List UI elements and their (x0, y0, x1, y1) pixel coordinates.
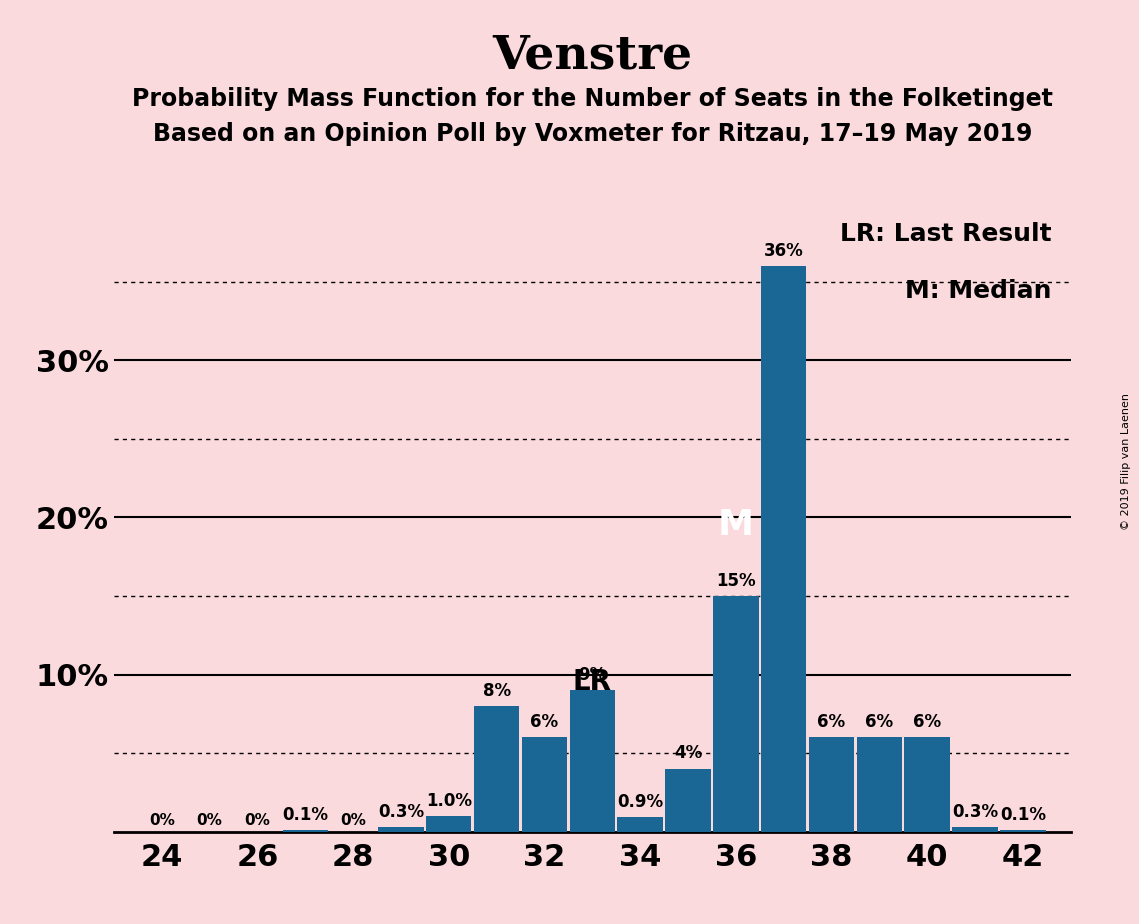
Text: 0.1%: 0.1% (282, 806, 328, 824)
Text: 1.0%: 1.0% (426, 792, 472, 809)
Bar (713, 596, 759, 832)
Text: 0%: 0% (197, 813, 222, 828)
Text: 6%: 6% (531, 713, 558, 731)
Bar (282, 830, 328, 832)
Bar (665, 769, 711, 832)
Text: 6%: 6% (913, 713, 941, 731)
Bar (761, 266, 806, 832)
Text: Probability Mass Function for the Number of Seats in the Folketinget: Probability Mass Function for the Number… (132, 87, 1052, 111)
Bar (378, 827, 424, 832)
Text: M: Median: M: Median (906, 279, 1051, 303)
Text: LR: LR (573, 668, 612, 697)
Text: 36%: 36% (764, 242, 803, 260)
Bar (570, 690, 615, 832)
Bar (522, 737, 567, 832)
Bar (904, 737, 950, 832)
Text: 15%: 15% (716, 572, 755, 590)
Text: 9%: 9% (579, 666, 606, 684)
Text: 6%: 6% (818, 713, 845, 731)
Text: 0%: 0% (341, 813, 366, 828)
Text: 0%: 0% (149, 813, 174, 828)
Text: 0%: 0% (245, 813, 270, 828)
Text: LR: Last Result: LR: Last Result (839, 222, 1051, 246)
Text: © 2019 Filip van Laenen: © 2019 Filip van Laenen (1121, 394, 1131, 530)
Text: 0.9%: 0.9% (617, 793, 663, 811)
Bar (426, 816, 472, 832)
Bar (952, 827, 998, 832)
Text: 0.3%: 0.3% (378, 803, 424, 821)
Bar (809, 737, 854, 832)
Bar (857, 737, 902, 832)
Bar (474, 706, 519, 832)
Bar (1000, 830, 1046, 832)
Text: 8%: 8% (483, 682, 510, 699)
Text: 0.1%: 0.1% (1000, 806, 1046, 824)
Text: 0.3%: 0.3% (952, 803, 998, 821)
Text: Venstre: Venstre (492, 32, 693, 79)
Text: 6%: 6% (866, 713, 893, 731)
Text: M: M (718, 508, 754, 542)
Text: 4%: 4% (674, 745, 702, 762)
Text: Based on an Opinion Poll by Voxmeter for Ritzau, 17–19 May 2019: Based on an Opinion Poll by Voxmeter for… (153, 122, 1032, 146)
Bar (617, 818, 663, 832)
